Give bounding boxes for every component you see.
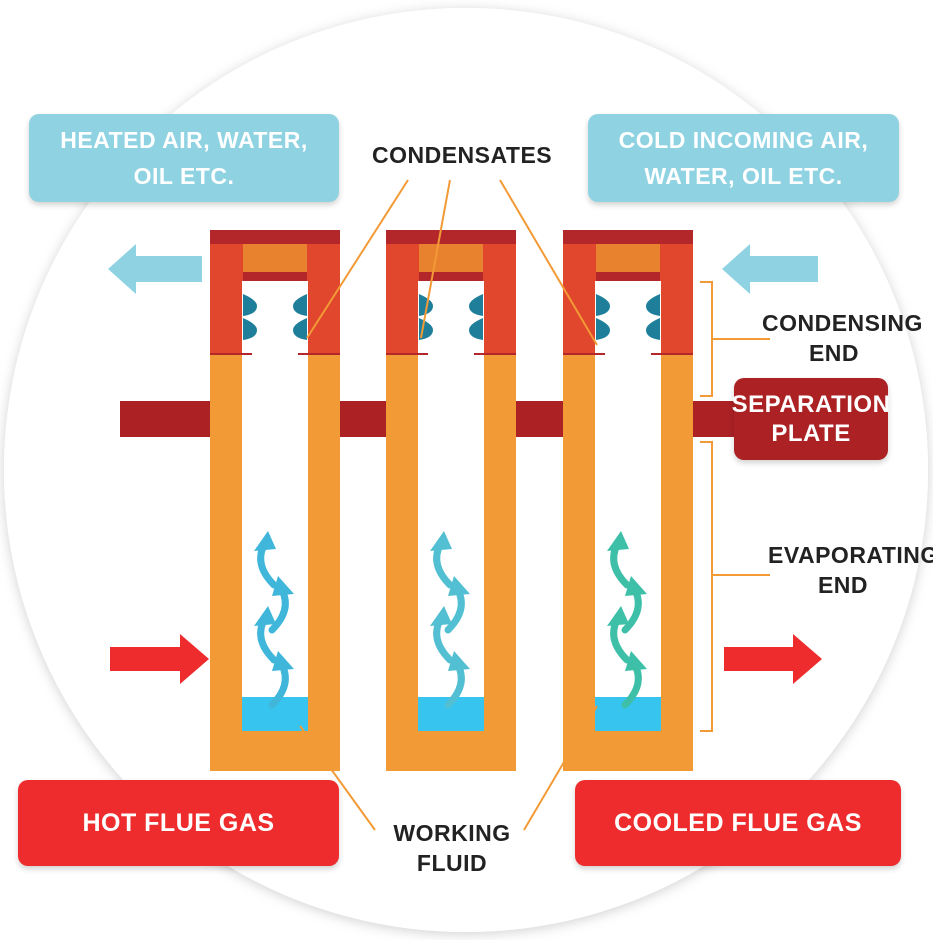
pipe-top-cap (386, 230, 516, 244)
vapor-arrow (621, 576, 647, 634)
vapor-arrow-head (272, 576, 294, 596)
vapor-arrows (254, 531, 647, 709)
condensate-droplet (419, 294, 433, 316)
vapor-arrow-head (272, 651, 294, 671)
pipe-cavity (242, 281, 308, 731)
vapor-arrow (607, 531, 631, 589)
cooled-gas-outflow-arrow (724, 634, 822, 684)
heat-pipes (210, 230, 693, 771)
evaporating-end-bracket (700, 441, 770, 732)
vapor-arrow-head (607, 606, 629, 626)
condensate-droplet (469, 294, 483, 316)
heat-pipe-2 (386, 230, 516, 771)
vapor-arrow (621, 651, 647, 709)
pipe-cap-underline (596, 272, 660, 281)
condensate-droplet (293, 294, 307, 316)
leader-line (499, 179, 598, 346)
leader-line (306, 179, 409, 339)
pipe-inner-cap (596, 244, 660, 272)
vapor-arrow-head (448, 576, 470, 596)
hot-flue-gas-box: HOT FLUE GAS (18, 780, 339, 866)
vapor-arrow (254, 606, 278, 664)
leader-line (523, 705, 598, 831)
vapor-arrow-head (254, 531, 276, 551)
cold-inflow-arrow (722, 244, 818, 294)
cooled-flue-gas-label: COOLED FLUE GAS (614, 809, 862, 837)
vapor-arrow-head (625, 651, 647, 671)
heated-outflow-arrow (108, 244, 202, 294)
condensate-droplet (293, 318, 307, 340)
condensate-droplet (646, 318, 660, 340)
condensate-droplet (596, 294, 610, 316)
pipe-cap-underline (243, 272, 307, 281)
condensate-droplet (469, 318, 483, 340)
evaporating-end-label: EVAPORATING END (768, 542, 933, 598)
vapor-arrow-head (448, 651, 470, 671)
condensate-droplet (243, 294, 257, 316)
separation-plate-label: SEPARATION PLATE (731, 391, 891, 447)
vapor-arrow-head (430, 531, 452, 551)
pipe-cavity (595, 281, 661, 731)
vapor-arrow (444, 576, 470, 634)
hot-flue-gas-label: HOT FLUE GAS (82, 809, 275, 837)
vapor-arrow-head (430, 606, 452, 626)
heat-pipe-3 (563, 230, 693, 771)
leader-line (420, 179, 451, 339)
leader-line (299, 725, 376, 831)
pipe-inner-cap (243, 244, 307, 272)
condensates-label: CONDENSATES (372, 142, 553, 168)
vapor-arrow-head (254, 606, 276, 626)
vapor-arrow (268, 651, 294, 709)
heated-fluid-box: HEATED AIR, WATER, OIL ETC. (29, 114, 339, 202)
leader-lines (299, 179, 598, 831)
heat-pipe-1 (210, 230, 340, 771)
vapor-arrow (444, 651, 470, 709)
condensate-droplet (596, 318, 610, 340)
pipe-cap-underline (419, 272, 483, 281)
pipe-top-cap (210, 230, 340, 244)
vapor-arrow (607, 606, 631, 664)
cold-incoming-label: COLD INCOMING AIR, WATER, OIL ETC. (618, 127, 869, 189)
pipe-cavity (418, 281, 484, 731)
heated-fluid-label: HEATED AIR, WATER, OIL ETC. (60, 127, 308, 189)
pipe-top-cap (563, 230, 693, 244)
condensate-droplet (646, 294, 660, 316)
condensing-end-bracket (700, 281, 770, 397)
vapor-arrow-head (625, 576, 647, 596)
working-fluid-label: WORKING FLUID (393, 820, 511, 876)
vapor-arrow (254, 531, 278, 589)
cold-incoming-box: COLD INCOMING AIR, WATER, OIL ETC. (588, 114, 899, 202)
condensate-droplet (243, 318, 257, 340)
cooled-flue-gas-box: COOLED FLUE GAS (575, 780, 901, 866)
vapor-arrow (430, 531, 454, 589)
vapor-arrow (268, 576, 294, 634)
vapor-arrow-head (607, 531, 629, 551)
pipe-inner-cap (419, 244, 483, 272)
vapor-arrow (430, 606, 454, 664)
separation-plate-box: SEPARATION PLATE (731, 378, 891, 460)
condensing-end-label: CONDENSING END (762, 310, 923, 366)
hot-gas-inflow-arrow (110, 634, 209, 684)
